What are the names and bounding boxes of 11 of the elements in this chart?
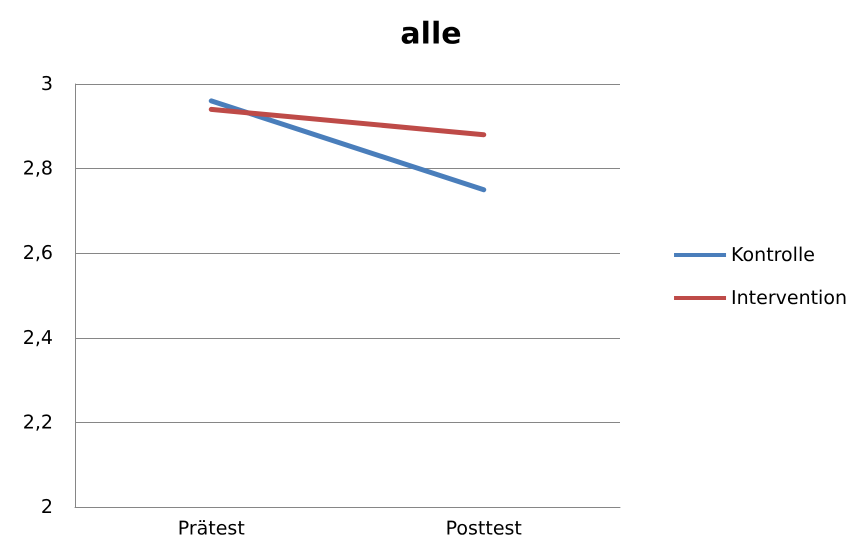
legend-label: Kontrolle — [731, 244, 815, 266]
y-tick-label: 2,2 — [22, 411, 53, 434]
y-tick-label: 2,8 — [22, 158, 53, 180]
y-tick-label: 2,4 — [22, 326, 53, 349]
y-tick-label: 3 — [40, 73, 53, 95]
y-tick-label: 2 — [40, 496, 53, 518]
chart-title: alle — [400, 16, 462, 52]
y-tick-label: 2,6 — [22, 242, 53, 264]
x-tick-label: Prätest — [178, 518, 245, 540]
x-tick-label: Posttest — [446, 518, 522, 540]
legend-label: Intervention — [731, 287, 847, 309]
